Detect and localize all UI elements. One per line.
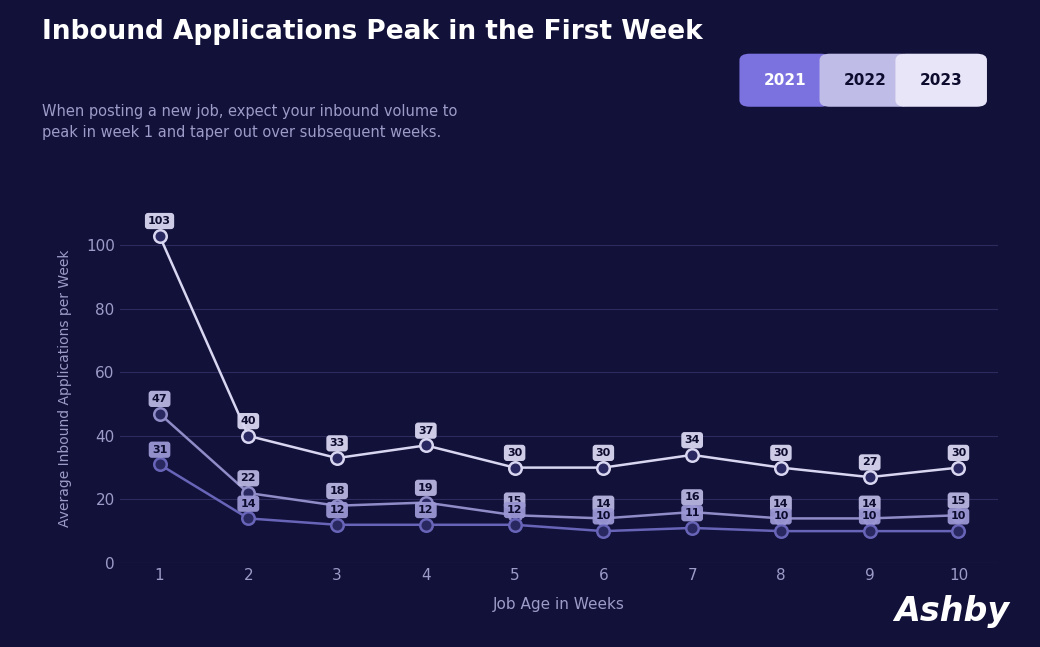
Text: 103: 103 <box>148 216 171 226</box>
Text: 33: 33 <box>330 439 344 448</box>
Text: 22: 22 <box>240 474 256 483</box>
Text: 19: 19 <box>418 483 434 493</box>
Text: 15: 15 <box>506 496 522 505</box>
Text: 2022: 2022 <box>843 72 887 88</box>
Text: 14: 14 <box>862 499 878 509</box>
Text: 34: 34 <box>684 435 700 445</box>
Y-axis label: Average Inbound Applications per Week: Average Inbound Applications per Week <box>58 250 72 527</box>
Text: 31: 31 <box>152 444 167 455</box>
Text: 16: 16 <box>684 492 700 502</box>
X-axis label: Job Age in Weeks: Job Age in Weeks <box>493 597 625 611</box>
Text: 14: 14 <box>596 499 612 509</box>
Text: 11: 11 <box>684 509 700 518</box>
Text: 14: 14 <box>773 499 788 509</box>
Text: 10: 10 <box>951 511 966 521</box>
Text: 37: 37 <box>418 426 434 435</box>
Text: 12: 12 <box>330 505 345 515</box>
Text: 10: 10 <box>862 511 878 521</box>
Text: 40: 40 <box>240 416 256 426</box>
Text: When posting a new job, expect your inbound volume to
peak in week 1 and taper o: When posting a new job, expect your inbo… <box>42 104 457 140</box>
Text: 14: 14 <box>240 499 256 509</box>
Text: Inbound Applications Peak in the First Week: Inbound Applications Peak in the First W… <box>42 19 702 45</box>
Text: 10: 10 <box>773 511 788 521</box>
Text: 18: 18 <box>330 486 345 496</box>
Text: 12: 12 <box>506 505 522 515</box>
Text: Ashby: Ashby <box>893 595 1009 628</box>
Text: 12: 12 <box>418 505 434 515</box>
Text: 2021: 2021 <box>764 72 806 88</box>
Text: 27: 27 <box>862 457 878 467</box>
Text: 30: 30 <box>774 448 788 458</box>
Text: 30: 30 <box>506 448 522 458</box>
Text: 47: 47 <box>152 394 167 404</box>
Text: 30: 30 <box>596 448 612 458</box>
Text: 2023: 2023 <box>919 72 963 88</box>
Text: 15: 15 <box>951 496 966 505</box>
Text: 30: 30 <box>951 448 966 458</box>
Text: 10: 10 <box>596 511 612 521</box>
